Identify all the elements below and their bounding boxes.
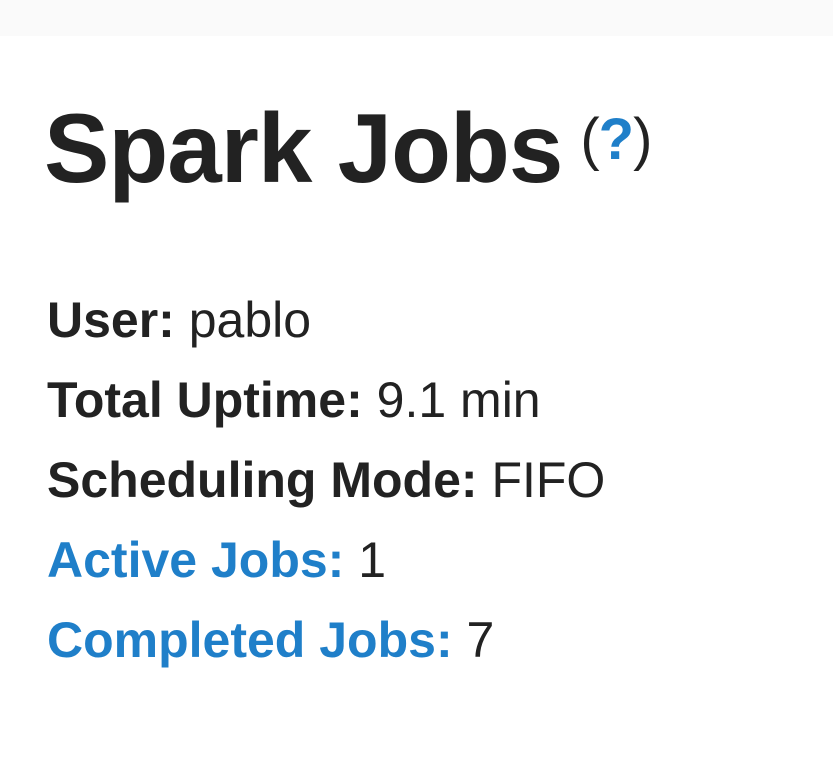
summary-completed-jobs: Completed Jobs: 7 xyxy=(47,600,605,680)
scheduling-mode-value: FIFO xyxy=(491,452,606,508)
summary-user: User: pablo xyxy=(47,280,605,360)
completed-jobs-link[interactable]: Completed Jobs: xyxy=(47,612,453,668)
page-title: Spark Jobs (?) xyxy=(44,88,652,208)
uptime-label: Total Uptime: xyxy=(47,372,363,428)
top-bar xyxy=(0,0,833,36)
completed-jobs-count: 7 xyxy=(466,612,495,668)
user-label: User: xyxy=(47,292,175,348)
active-jobs-link[interactable]: Active Jobs: xyxy=(47,532,345,588)
user-value: pablo xyxy=(188,292,312,348)
help-icon[interactable]: ? xyxy=(598,107,634,172)
uptime-value: 9.1 min xyxy=(376,372,541,428)
summary-uptime: Total Uptime: 9.1 min xyxy=(47,360,605,440)
help-tooltip[interactable]: (?) xyxy=(580,107,652,172)
summary-active-jobs: Active Jobs: 1 xyxy=(47,520,605,600)
page-title-text: Spark Jobs xyxy=(44,93,563,203)
active-jobs-count: 1 xyxy=(358,532,387,588)
summary-list: User: pablo Total Uptime: 9.1 min Schedu… xyxy=(47,280,605,680)
summary-scheduling-mode: Scheduling Mode: FIFO xyxy=(47,440,605,520)
scheduling-mode-label: Scheduling Mode: xyxy=(47,452,478,508)
